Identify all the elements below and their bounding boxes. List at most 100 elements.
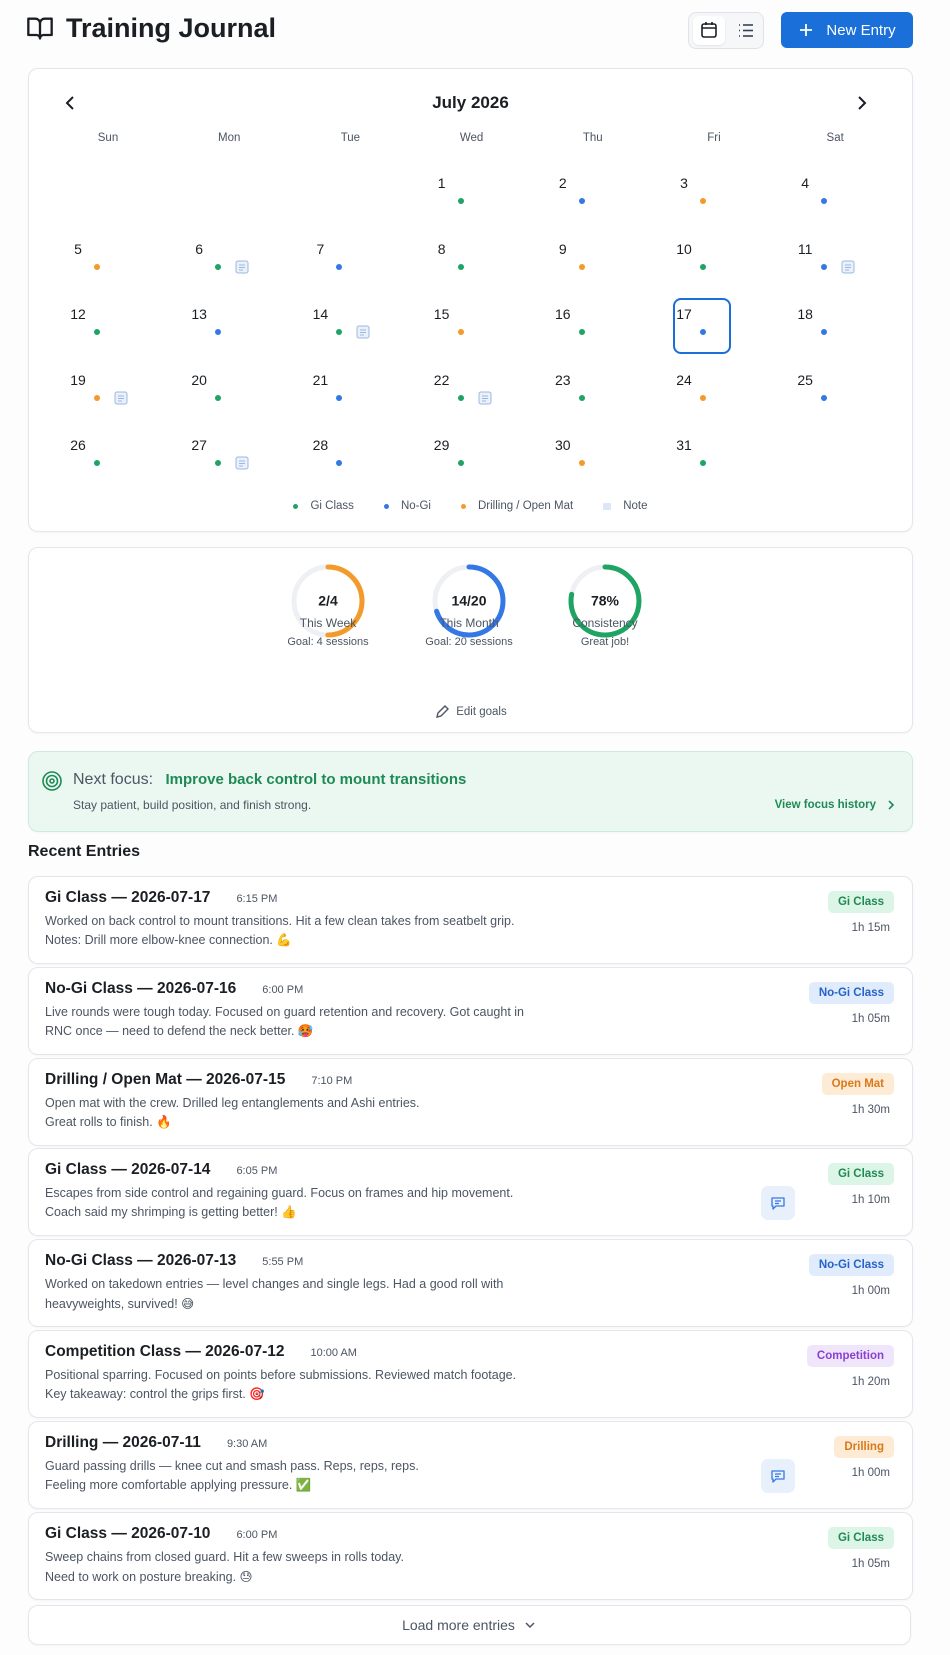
entry-text: Worked on back control to mount transiti…	[45, 914, 515, 928]
entry-card[interactable]: Drilling — 2026-07-11 9:30 AM Guard passin…	[28, 1420, 913, 1509]
day-number[interactable]: 16	[555, 306, 571, 322]
day-number[interactable]: 7	[316, 240, 325, 257]
legend-item: Note	[603, 500, 648, 512]
plus-icon	[800, 24, 813, 36]
day-number[interactable]: 8	[437, 240, 446, 257]
chevron-down-icon	[525, 1622, 535, 1629]
goals-card: Edit goals 2/4 This Week Goal: 4 sessions 1…	[28, 547, 913, 733]
day-number[interactable]: 3	[680, 175, 688, 191]
entry-card[interactable]: Gi Class — 2026-07-17 6:15 PM Worked on ba…	[28, 876, 913, 964]
entry-card[interactable]: No-Gi Class — 2026-07-16 6:00 PM Live roun…	[28, 966, 913, 1055]
entry-tag: Drilling	[834, 1435, 894, 1458]
edit-goals-button[interactable]: Edit goals	[29, 704, 912, 720]
day-number[interactable]: 29	[433, 437, 450, 453]
note-icon	[478, 391, 492, 404]
note-icon	[114, 391, 128, 404]
legend-label: Drilling / Open Mat	[477, 500, 574, 512]
day-number[interactable]: 28	[312, 437, 329, 453]
comment-icon	[771, 1197, 785, 1211]
day-number[interactable]: 2	[558, 175, 567, 191]
entry-duration: 1h 00m	[851, 1285, 890, 1298]
session-dot	[578, 329, 585, 335]
entry-card[interactable]: Gi Class — 2026-07-10 6:00 PM Sweep chains…	[28, 1511, 913, 1600]
entry-card[interactable]: Gi Class — 2026-07-14 6:05 PM Escapes from…	[28, 1148, 913, 1237]
entry-card[interactable]: Competition Class — 2026-07-12 10:00 AM Po…	[28, 1330, 913, 1418]
session-dot	[700, 263, 706, 270]
page-title: Training Journal	[66, 13, 277, 43]
note-button[interactable]	[761, 1186, 795, 1221]
next-month-button[interactable]	[851, 93, 871, 113]
day-number[interactable]: 1	[437, 175, 446, 191]
session-dot	[700, 329, 706, 335]
entry-tag: Competition	[806, 1345, 894, 1367]
entry-duration: 1h 05m	[851, 1557, 890, 1570]
ring-label: 2/4	[318, 593, 338, 609]
day-number[interactable]: 23	[555, 371, 571, 388]
day-number[interactable]: 30	[555, 437, 571, 453]
recent-title: Recent Entries	[28, 843, 141, 860]
goal-subtitle: Goal: 4 sessions	[287, 636, 369, 648]
day-number[interactable]: 4	[801, 175, 810, 191]
new-entry-button[interactable]: New Entry	[781, 12, 913, 48]
entry-title-text: Gi Class — 2026-07-10	[45, 1524, 211, 1542]
entry-text: Guard passing drills — knee cut and smas…	[45, 1458, 419, 1473]
entry-text: heavyweights, survived! 😅	[45, 1297, 195, 1312]
note-icon	[356, 325, 370, 339]
session-dot	[578, 198, 585, 204]
entry-duration: 1h 15m	[851, 922, 890, 934]
entry-text: Live rounds were tough today. Focused on…	[45, 1004, 524, 1019]
entry-card[interactable]: Drilling / Open Mat — 2026-07-15 7:10 PM O…	[28, 1057, 913, 1146]
prev-month-button[interactable]	[61, 93, 81, 113]
focus-history-link[interactable]: View focus history	[775, 798, 898, 812]
book-icon	[27, 17, 53, 40]
edit-goals-label: Edit goals	[456, 706, 507, 718]
day-number[interactable]: 15	[433, 306, 450, 322]
day-number[interactable]: 12	[70, 306, 86, 322]
entry-text: Worked on takedown entries — level chang…	[45, 1277, 504, 1292]
day-number[interactable]: 14	[312, 306, 329, 322]
entry-time: 9:30 AM	[226, 1437, 268, 1450]
day-number[interactable]: 5	[74, 240, 82, 257]
day-number[interactable]: 20	[191, 371, 207, 388]
day-number[interactable]: 27	[191, 437, 207, 453]
legend-swatch	[460, 503, 466, 509]
day-number[interactable]: 31	[676, 437, 692, 453]
calendar-view-button[interactable]	[692, 16, 725, 45]
day-number[interactable]: 26	[70, 437, 86, 453]
entry-title: Competition Class — 2026-07-12 10:00 AM	[45, 1343, 357, 1361]
entry-title-text: Drilling — 2026-07-11	[45, 1433, 201, 1451]
session-dot	[700, 394, 706, 401]
legend-item: Gi Class	[293, 500, 354, 512]
note-button[interactable]	[761, 1458, 795, 1493]
session-dot	[336, 263, 343, 270]
list-view-button[interactable]	[732, 16, 760, 45]
day-number[interactable]: 17	[676, 306, 692, 322]
entry-title: Drilling / Open Mat — 2026-07-15 7:10 PM	[45, 1071, 352, 1089]
entry-text: Great rolls to finish. 🔥	[45, 1114, 172, 1129]
entry-time: 7:10 PM	[311, 1074, 353, 1087]
day-number[interactable]: 21	[312, 371, 329, 388]
legend-item: Drilling / Open Mat	[460, 500, 574, 512]
day-number[interactable]: 10	[676, 240, 692, 257]
day-number[interactable]: 9	[558, 240, 567, 257]
day-number[interactable]: 22	[433, 371, 450, 388]
entry-text: Coach said my shrimping is getting bette…	[45, 1205, 297, 1220]
entry-duration: 1h 30m	[851, 1103, 890, 1116]
day-number[interactable]: 11	[797, 240, 813, 257]
load-more-button[interactable]: Load more entries	[28, 1605, 911, 1645]
day-number[interactable]: 24	[676, 371, 692, 388]
note-icon	[235, 260, 249, 273]
month-title: July 2026	[432, 93, 509, 112]
day-number[interactable]: 6	[195, 240, 204, 257]
entry-card[interactable]: No-Gi Class — 2026-07-13 5:55 PM Worked on…	[28, 1239, 913, 1328]
ring-progress	[291, 564, 365, 638]
day-number[interactable]: 18	[797, 306, 813, 322]
comment-icon	[771, 1470, 785, 1483]
day-number[interactable]: 13	[191, 306, 207, 322]
day-number[interactable]: 25	[797, 371, 813, 388]
day-number[interactable]: 19	[70, 371, 86, 388]
weekday-label: Mon	[218, 132, 241, 144]
entry-title-text: No-Gi Class — 2026-07-13	[45, 1252, 237, 1270]
weekday-label: Sun	[97, 132, 119, 144]
entry-tag: Gi Class	[827, 1526, 894, 1549]
